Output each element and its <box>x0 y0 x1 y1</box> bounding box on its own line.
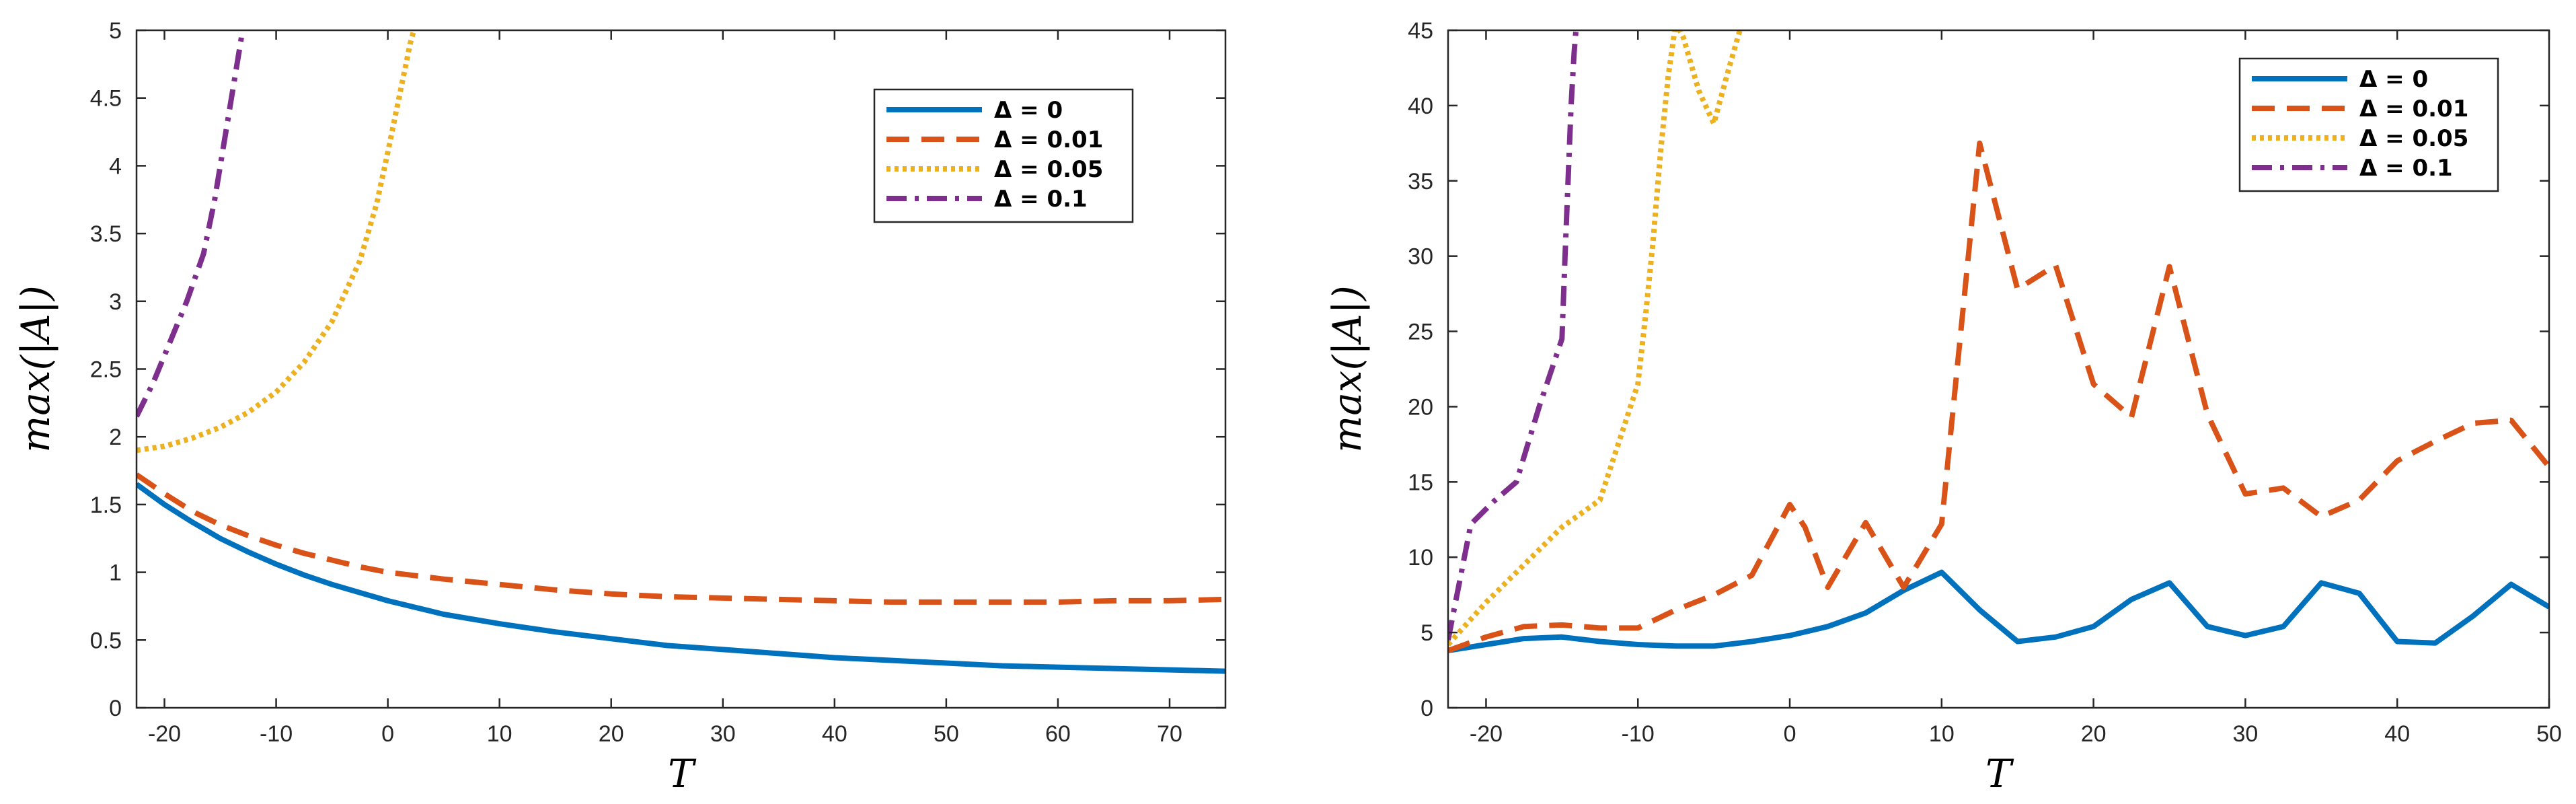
legend: Δ = 0 Δ = 0.01 Δ = 0.05 Δ = 0.1 <box>2238 57 2499 192</box>
legend-label: Δ = 0.1 <box>2359 155 2453 182</box>
axes-box <box>1447 29 2550 709</box>
y-tick-label: 2 <box>109 425 122 450</box>
legend-label: Δ = 0.1 <box>994 186 1088 213</box>
x-tick-label: -10 <box>260 721 293 747</box>
y-tick-label: 1 <box>109 560 122 586</box>
chart-1: -20 -10 0 10 20 30 40 50 60 70 0 0.5 1 1.5 2 2.5 3 3.5 4 4.… <box>13 18 1227 797</box>
y-axis-label: max(|A|) <box>1324 285 1370 453</box>
legend-label: Δ = 0.01 <box>2359 96 2468 122</box>
x-tick-label: 60 <box>1045 721 1071 747</box>
x-tick-label: 70 <box>1157 721 1182 747</box>
y-tick-label: 35 <box>1408 169 1433 194</box>
x-axis-label: T <box>668 751 697 797</box>
y-tick-label: 4 <box>109 153 122 179</box>
y-tick-label: 15 <box>1408 470 1433 495</box>
series-line-4 <box>1448 30 1579 641</box>
legend-label: Δ = 0 <box>2359 66 2428 93</box>
y-tick-label: 40 <box>1408 94 1433 119</box>
y-axis-label: max(|A|) <box>13 285 59 453</box>
y-tick-label: 25 <box>1408 320 1433 345</box>
y-tick-label: 1.5 <box>90 492 122 518</box>
x-tick-label: 40 <box>822 721 847 747</box>
series-line-3 <box>137 30 417 453</box>
legend-label: Δ = 0.05 <box>2359 125 2468 152</box>
y-tick-label: 5 <box>1420 620 1433 646</box>
x-tick-label: -20 <box>148 721 181 747</box>
x-tick-label: 20 <box>2081 721 2107 747</box>
x-tick-label: 50 <box>934 721 959 747</box>
y-tick-label: 0.5 <box>90 628 122 653</box>
series-line-2 <box>1448 140 2549 653</box>
y-tick-label: 45 <box>1408 18 1433 44</box>
x-tick-label: 10 <box>487 721 513 747</box>
y-tick-label: 3 <box>109 289 122 315</box>
y-tick-label: 0 <box>1420 696 1433 721</box>
x-tick-label: 40 <box>2384 721 2410 747</box>
x-tick-label: 20 <box>599 721 624 747</box>
series-line-4 <box>137 30 245 418</box>
y-tick-label: 2.5 <box>90 357 122 383</box>
x-tick-label: 30 <box>2232 721 2258 747</box>
x-tick-label: 50 <box>2536 721 2562 747</box>
y-tick-label: 5 <box>109 18 122 44</box>
legend-label: Δ = 0.01 <box>994 126 1103 153</box>
series-line-3 <box>1448 30 1743 647</box>
series-line-1 <box>1448 569 2549 653</box>
y-tick-label: 10 <box>1408 545 1433 571</box>
y-tick-label: 20 <box>1408 394 1433 420</box>
x-tick-label: -20 <box>1470 721 1503 747</box>
x-tick-label: 0 <box>1784 721 1796 747</box>
legend: Δ = 0Δ = 0.01 Δ = 0.05 Δ = 0.1 <box>873 88 1134 223</box>
x-axis-label: T <box>1985 751 2014 797</box>
y-tick-label: 3.5 <box>90 221 122 247</box>
y-tick-label: 4.5 <box>90 86 122 112</box>
y-tick-label: 0 <box>109 696 122 721</box>
chart-2: -20 -10 0 10 20 30 40 50 0 5 10 15 20 25 30 35 40 45 Tmax(… <box>1324 18 2562 797</box>
series-line-1 <box>137 482 1225 674</box>
x-tick-label: 0 <box>381 721 394 747</box>
series-line-2 <box>137 472 1225 605</box>
legend-label: Δ = 0.05 <box>994 156 1103 183</box>
x-tick-label: -10 <box>1622 721 1655 747</box>
x-tick-label: 10 <box>1929 721 1955 747</box>
y-tick-label: 30 <box>1408 244 1433 270</box>
legend-label: Δ = 0 <box>994 97 1063 124</box>
x-tick-label: 30 <box>710 721 736 747</box>
